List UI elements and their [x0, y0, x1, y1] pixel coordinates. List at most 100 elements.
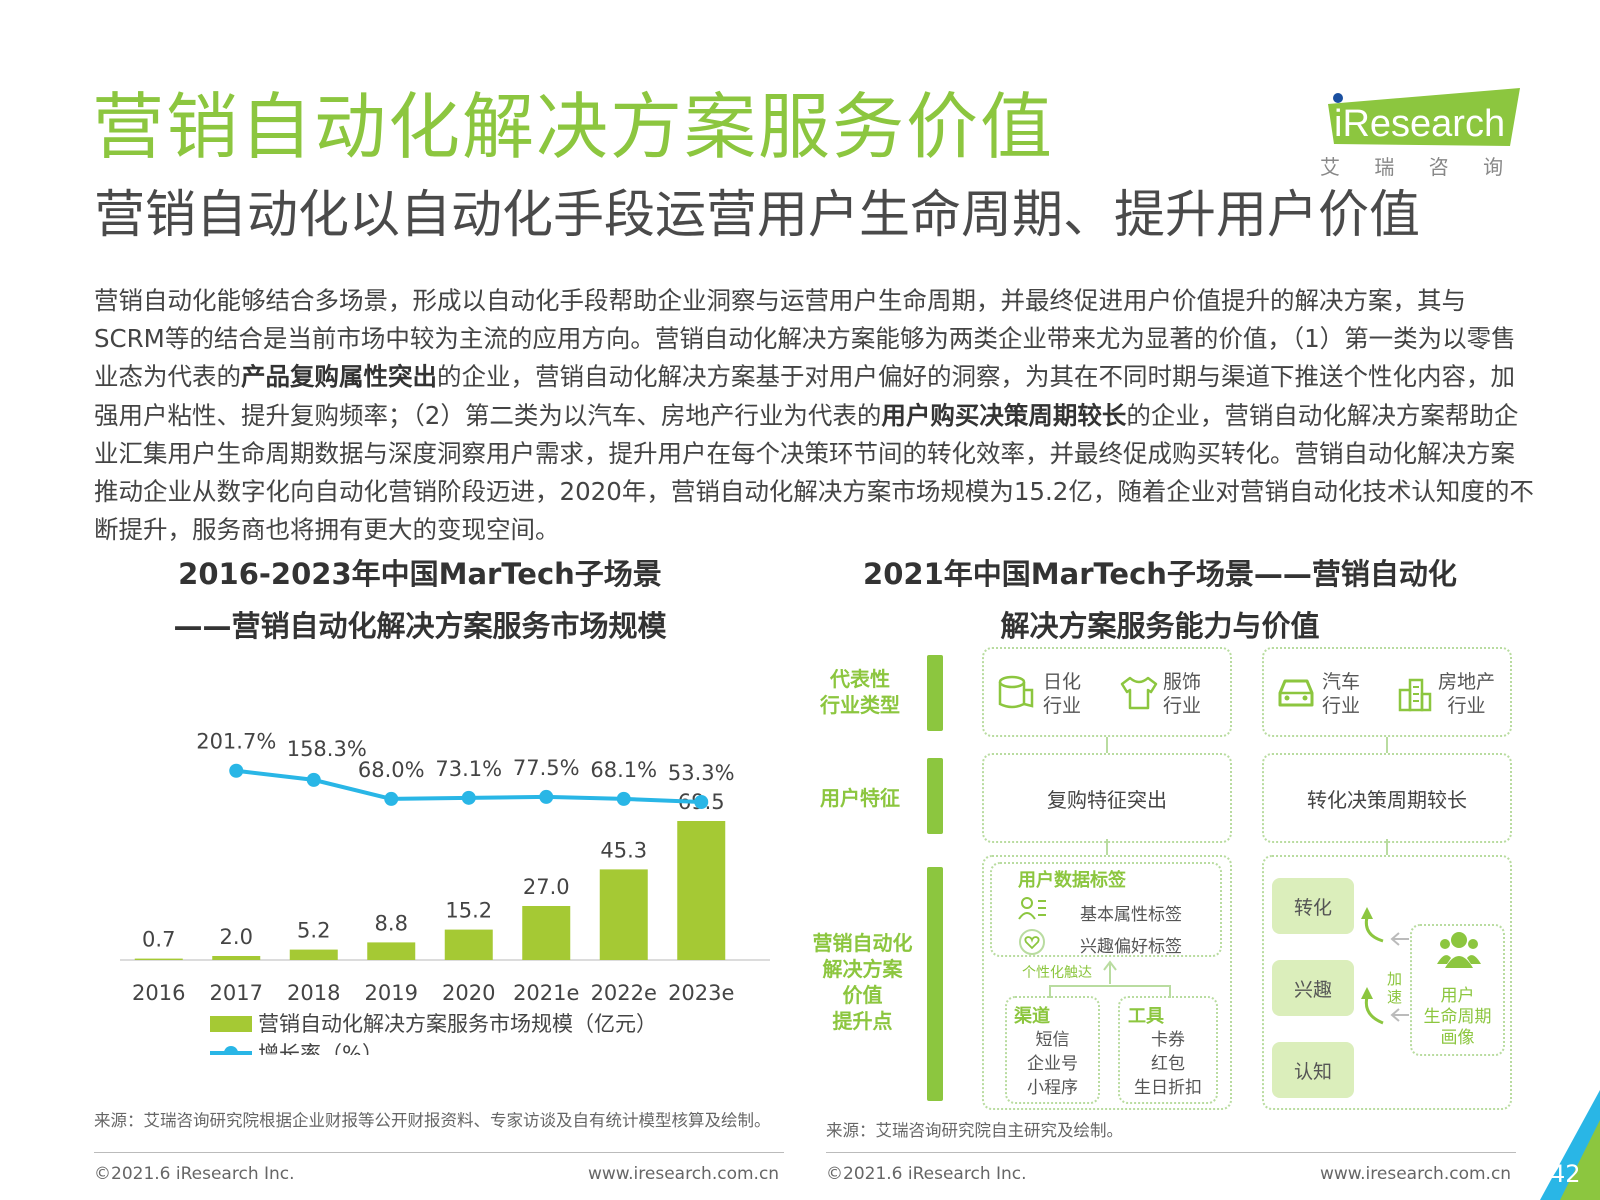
stage-interest: 兴趣: [1272, 960, 1354, 1016]
legend-bar-label: 营销自动化解决方案服务市场规模（亿元）: [258, 1012, 657, 1036]
bar: [212, 956, 261, 960]
x-tick-label: 2016: [132, 981, 185, 1005]
logo-text: iResearch: [1334, 103, 1505, 145]
x-tick-label: 2019: [365, 981, 418, 1005]
reach-label: 个性化触达: [1022, 965, 1092, 981]
chart-title: 2016-2023年中国MarTech子场景 ——营销自动化解决方案服务市场规模: [173, 557, 667, 643]
heart-icon: [1018, 928, 1046, 960]
stage-conversion: 转化: [1272, 878, 1354, 934]
growth-point: [461, 790, 476, 805]
bar-value-label: 8.8: [375, 911, 408, 935]
industry-label: 服饰 行业: [1163, 671, 1202, 717]
bar-value-label: 45.3: [600, 838, 647, 862]
source-note-left: 来源：艾瑞咨询研究院根据企业财报等公开财报资料、专家访谈及自有统计模型核算及绘制…: [94, 1111, 771, 1130]
bar-value-label: 0.7: [142, 928, 175, 952]
growth-point: [306, 772, 321, 787]
page-number: 42: [1550, 1160, 1581, 1188]
bar: [444, 929, 493, 960]
data-tags-box: [990, 862, 1222, 957]
trait-box-right: 转化决策周期较长: [1262, 753, 1512, 843]
industry-label: 房地产 行业: [1438, 671, 1496, 717]
legend-line-marker: [224, 1046, 238, 1055]
trait-label: 转化决策周期较长: [1307, 787, 1467, 812]
page-title: 营销自动化解决方案服务价值: [92, 85, 1055, 169]
trait-label: 复购特征突出: [1047, 787, 1167, 812]
users-icon: [1437, 928, 1481, 976]
stage-arrows: [1361, 907, 1409, 1025]
industry-label: 汽车 行业: [1322, 671, 1361, 717]
x-tick-label: 2017: [210, 981, 263, 1005]
footer-copyright: ©2021.6 iResearch Inc.: [94, 1164, 295, 1184]
growth-point: [616, 791, 631, 806]
bar: [289, 949, 338, 960]
sidebar-label-value: 营销自动化 解决方案 价值 提升点: [812, 931, 913, 1033]
growth-label: 77.5%: [513, 756, 580, 780]
bar-value-label: 2.0: [220, 925, 253, 949]
tool-title: 工具: [1128, 1006, 1164, 1027]
industry-label: 日化 行业: [1043, 671, 1082, 717]
bar-value-label: 5.2: [297, 919, 330, 943]
sidebar-bar: [927, 867, 943, 1101]
stage-awareness: 认知: [1272, 1042, 1354, 1098]
tissue-icon: [996, 672, 1036, 716]
data-tags-title: 用户数据标签: [1018, 870, 1126, 891]
legend-bar-swatch: [210, 1016, 252, 1032]
bar: [522, 906, 571, 960]
user-tag-icon: [1018, 895, 1048, 927]
footer-copyright: ©2021.6 iResearch Inc.: [826, 1164, 1027, 1184]
market-size-chart: 0.7 2016 2.0 2017 5.2 2018 8.8 2019 15.2 2020 27.0…: [120, 730, 770, 1055]
footer-divider: [826, 1152, 1516, 1153]
x-tick-label: 2018: [287, 981, 340, 1005]
growth-label: 53.3%: [668, 761, 735, 785]
growth-label: 201.7%: [196, 730, 276, 754]
industry-box-right: [1262, 647, 1512, 737]
tag-label: 基本属性标签: [1080, 905, 1182, 925]
car-icon: [1276, 675, 1316, 715]
bar: [367, 942, 416, 960]
shirt-icon: [1118, 674, 1158, 716]
tool-box: [1118, 996, 1218, 1104]
growth-point: [384, 791, 399, 806]
growth-point: [229, 763, 244, 778]
accelerate-label: 加 速: [1387, 970, 1403, 1006]
source-note-right: 来源：艾瑞咨询研究院自主研究及绘制。: [826, 1121, 1123, 1140]
footer-divider: [94, 1152, 784, 1153]
page-subtitle: 营销自动化以自动化手段运营用户生命周期、提升用户价值: [94, 186, 1421, 245]
x-tick-label: 2020: [442, 981, 495, 1005]
x-tick-label: 2022e: [591, 981, 657, 1005]
reach-arrows: [1049, 960, 1171, 998]
legend-line-label: 增长率（%）: [258, 1042, 383, 1055]
x-tick-label: 2021e: [513, 981, 579, 1005]
iresearch-logo: iResearch 艾 瑞 咨 询: [1320, 86, 1525, 186]
intro-paragraph: 营销自动化能够结合多场景，形成以自动化手段帮助企业洞察与运营用户生命周期，并最终…: [94, 286, 1534, 545]
corner-decoration: [1540, 1090, 1600, 1200]
bar: [677, 821, 726, 960]
sidebar-label-industry: 代表性 行业类型: [820, 667, 900, 717]
tool-list: 卡券 红包 生日折扣: [1134, 1030, 1202, 1098]
growth-label: 158.3%: [287, 737, 367, 761]
logo-cn-text: 艾 瑞 咨 询: [1320, 155, 1517, 179]
bar: [599, 869, 648, 960]
bar-value-label: 15.2: [445, 899, 492, 923]
persona-label: 用户 生命周期 画像: [1423, 986, 1492, 1048]
channel-title: 渠道: [1014, 1006, 1050, 1027]
diagram-title: 2021年中国MarTech子场景——营销自动化 解决方案服务能力与价值: [863, 557, 1457, 643]
building-icon: [1396, 672, 1434, 716]
growth-label: 73.1%: [435, 757, 502, 781]
bar-value-label: 27.0: [523, 875, 570, 899]
sidebar-label-trait: 用户特征: [820, 786, 900, 810]
growth-point: [694, 795, 709, 809]
sidebar-bar: [927, 655, 943, 731]
channel-list: 短信 企业号 小程序: [1027, 1030, 1078, 1098]
channel-box: [1005, 996, 1100, 1104]
x-tick-label: 2023e: [668, 981, 734, 1005]
bar: [134, 958, 183, 960]
growth-label: 68.0%: [358, 758, 425, 782]
footer-website: www.iresearch.com.cn: [588, 1164, 780, 1184]
value-box-right: [1262, 855, 1512, 1110]
industry-box-left: [982, 647, 1232, 737]
value-box-left: [982, 855, 1232, 1110]
sidebar-bar: [927, 758, 943, 834]
footer-website: www.iresearch.com.cn: [1320, 1164, 1512, 1184]
trait-box-left: 复购特征突出: [982, 753, 1232, 843]
